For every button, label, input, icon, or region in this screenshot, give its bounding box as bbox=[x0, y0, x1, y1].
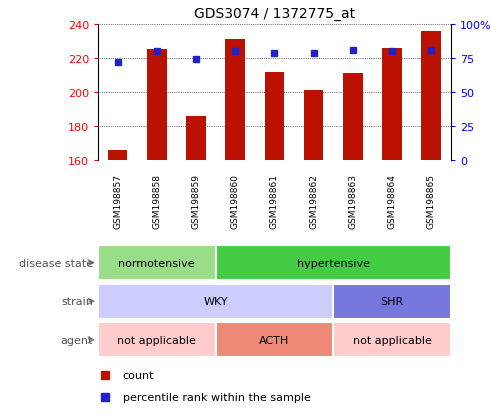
Bar bbox=[333, 284, 451, 319]
Text: GSM198863: GSM198863 bbox=[348, 173, 357, 228]
Text: GSM198862: GSM198862 bbox=[309, 173, 318, 228]
Text: percentile rank within the sample: percentile rank within the sample bbox=[122, 392, 311, 403]
Bar bbox=[98, 284, 333, 319]
Text: GSM198857: GSM198857 bbox=[113, 173, 122, 228]
Bar bbox=[382, 49, 402, 161]
Bar bbox=[304, 91, 323, 161]
Bar bbox=[147, 50, 167, 161]
Text: GSM198861: GSM198861 bbox=[270, 173, 279, 228]
Text: ACTH: ACTH bbox=[259, 335, 290, 345]
Bar bbox=[333, 323, 451, 357]
Text: GSM198864: GSM198864 bbox=[388, 173, 396, 228]
Bar bbox=[265, 72, 284, 161]
Bar bbox=[225, 40, 245, 161]
Bar bbox=[108, 151, 127, 161]
Text: GSM198859: GSM198859 bbox=[192, 173, 200, 228]
Bar bbox=[343, 74, 363, 161]
Bar bbox=[421, 31, 441, 161]
Text: not applicable: not applicable bbox=[353, 335, 431, 345]
Text: hypertensive: hypertensive bbox=[297, 258, 369, 268]
Text: disease state: disease state bbox=[19, 258, 93, 268]
Title: GDS3074 / 1372775_at: GDS3074 / 1372775_at bbox=[194, 7, 355, 21]
Bar bbox=[216, 323, 333, 357]
Bar bbox=[98, 323, 216, 357]
Text: strain: strain bbox=[61, 297, 93, 306]
Text: GSM198858: GSM198858 bbox=[152, 173, 161, 228]
Bar bbox=[216, 246, 451, 280]
Bar bbox=[186, 117, 206, 161]
Text: GSM198860: GSM198860 bbox=[231, 173, 240, 228]
Text: count: count bbox=[122, 370, 154, 380]
Text: agent: agent bbox=[61, 335, 93, 345]
Text: normotensive: normotensive bbox=[119, 258, 195, 268]
Bar bbox=[98, 246, 216, 280]
Text: WKY: WKY bbox=[203, 297, 228, 306]
Text: not applicable: not applicable bbox=[118, 335, 196, 345]
Text: SHR: SHR bbox=[380, 297, 404, 306]
Text: GSM198865: GSM198865 bbox=[427, 173, 436, 228]
